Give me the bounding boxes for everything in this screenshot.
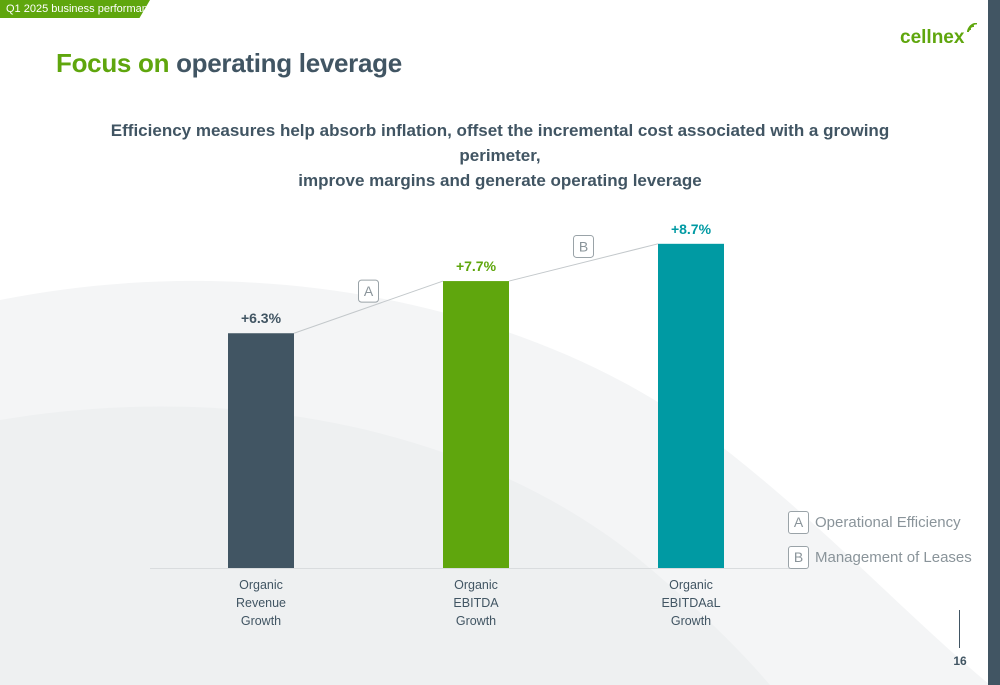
category-label-1-line-3: Growth bbox=[241, 614, 281, 628]
legend-item-b: B Management of Leases bbox=[788, 545, 972, 569]
connector-line-b bbox=[508, 243, 659, 282]
page-number: 16 bbox=[953, 654, 967, 668]
legend: A Operational Efficiency B Management of… bbox=[788, 510, 972, 580]
connector-line-a bbox=[293, 280, 444, 334]
connector-badge-label-a: A bbox=[364, 283, 374, 299]
subtitle: Efficiency measures help absorb inflatio… bbox=[100, 118, 900, 193]
category-label-2-line-2: EBITDA bbox=[453, 596, 499, 610]
subtitle-line-1: Efficiency measures help absorb inflatio… bbox=[110, 121, 890, 165]
category-label-1-line-1: Organic bbox=[239, 578, 283, 592]
category-label-3-line-2: EBITDAaL bbox=[661, 596, 720, 610]
signal-waves-icon bbox=[967, 23, 978, 33]
bar-1 bbox=[228, 333, 294, 568]
bar-3 bbox=[658, 243, 724, 568]
legend-item-a: A Operational Efficiency bbox=[788, 510, 972, 534]
connector-badge-a bbox=[358, 279, 379, 303]
connector-badge-label-b: B bbox=[579, 238, 588, 254]
category-label-2-line-3: Growth bbox=[456, 614, 496, 628]
legend-badge-a: A bbox=[788, 510, 809, 534]
connector-badge-b bbox=[573, 234, 594, 258]
title-accent: Focus on bbox=[56, 48, 170, 78]
legend-badge-b: B bbox=[788, 545, 809, 569]
bar-2 bbox=[443, 281, 509, 568]
cellnex-logo: cellnex bbox=[900, 23, 979, 57]
data-label-3: +8.7% bbox=[671, 221, 712, 237]
legend-label-a: Operational Efficiency bbox=[815, 513, 961, 531]
legend-label-b: Management of Leases bbox=[815, 548, 972, 566]
title-rest: operating leverage bbox=[176, 48, 402, 78]
category-label-2-line-1: Organic bbox=[454, 578, 498, 592]
page-divider bbox=[959, 610, 960, 648]
subtitle-line-2: improve margins and generate operating l… bbox=[298, 171, 702, 190]
data-label-2: +7.7% bbox=[456, 258, 497, 274]
section-tag: Q1 2025 business performance bbox=[0, 0, 150, 18]
category-label-1-line-2: Revenue bbox=[236, 596, 286, 610]
right-accent-bar bbox=[988, 0, 1000, 685]
logo-text: cellnex bbox=[900, 27, 965, 48]
data-label-1: +6.3% bbox=[241, 310, 282, 326]
category-label-3-line-1: Organic bbox=[669, 578, 713, 592]
category-label-3-line-3: Growth bbox=[671, 614, 711, 628]
page-title: Focus on operating leverage bbox=[56, 48, 402, 79]
